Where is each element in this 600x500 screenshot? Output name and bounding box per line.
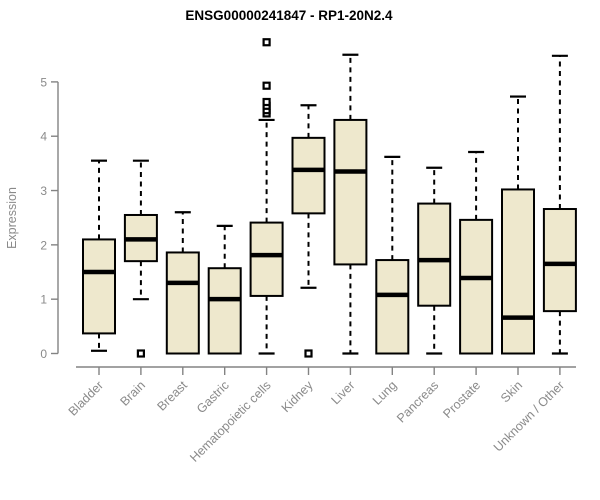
x-category-label: Gastric: [194, 378, 232, 416]
box-breast: [165, 211, 200, 355]
outlier-point: [262, 81, 271, 90]
outlier-point: [136, 349, 145, 358]
x-category-label: Hematopoietic cells: [187, 378, 274, 465]
box-kidney: [291, 104, 326, 358]
x-category-label: Lung: [370, 378, 400, 408]
box-skin: [501, 95, 535, 355]
x-category-label: Breast: [154, 378, 190, 414]
outlier-point: [262, 97, 271, 107]
box-brain: [123, 159, 158, 358]
box-unknown-other: [542, 54, 577, 355]
y-axis-label: Expression: [5, 187, 19, 249]
box-bladder: [82, 159, 116, 352]
y-tick-label: 0: [40, 347, 47, 361]
outlier-point: [304, 349, 313, 358]
iqr-box: [207, 267, 242, 355]
chart-title: ENSG00000241847 - RP1-20N2.4: [185, 8, 393, 23]
y-tick-label: 2: [40, 238, 47, 252]
iqr-box: [291, 136, 326, 215]
x-category-label: Kidney: [279, 378, 316, 415]
iqr-box: [249, 221, 284, 297]
x-category-label: Prostate: [440, 378, 483, 421]
box-lung: [375, 155, 410, 355]
x-category-label: Bladder: [66, 378, 106, 418]
outlier-point: [262, 38, 271, 47]
x-category-label: Unknown / Other: [491, 378, 567, 454]
x-category-label: Skin: [498, 378, 525, 405]
iqr-box: [165, 251, 200, 355]
x-category-label: Pancreas: [394, 378, 441, 425]
iqr-box: [417, 202, 452, 307]
iqr-box: [82, 238, 116, 335]
y-tick-label: 1: [40, 293, 47, 307]
y-tick-label: 4: [40, 130, 47, 144]
iqr-box: [375, 259, 410, 355]
iqr-box: [459, 218, 494, 355]
x-category-label: Liver: [328, 378, 357, 407]
y-tick-label: 5: [40, 75, 47, 89]
box-series: [82, 38, 577, 358]
iqr-box: [542, 208, 577, 313]
box-hematopoietic-cells: [249, 38, 284, 355]
box-pancreas: [417, 166, 452, 355]
box-prostate: [459, 150, 494, 355]
box-liver: [333, 53, 368, 355]
box-gastric: [207, 224, 242, 355]
iqr-box: [501, 188, 535, 355]
x-category-label: Brain: [117, 378, 148, 409]
iqr-box: [333, 118, 368, 266]
y-tick-label: 3: [40, 184, 47, 198]
